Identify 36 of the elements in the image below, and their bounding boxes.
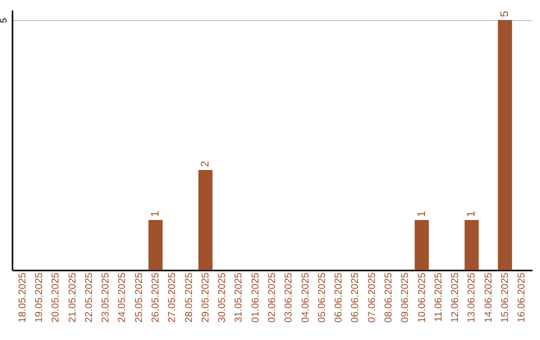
x-tick-label: 06.06.2025	[334, 272, 345, 323]
x-tick-label: 01.06.2025	[250, 272, 262, 323]
x-tick-label: 11.06.2025	[433, 272, 444, 322]
x-tick-label: 05.06.2025	[316, 272, 328, 323]
x-tick-label: 06.06.2025	[350, 272, 362, 323]
x-tick-label: 31.05.2025	[234, 272, 245, 323]
x-tick-label: 30.05.2025	[217, 272, 228, 323]
x-tick-label: 16.06.2025	[516, 272, 528, 323]
x-tick-label: 22.05.2025	[84, 272, 95, 323]
x-tick-label: 10.06.2025	[416, 272, 428, 323]
x-tick-label: 28.05.2025	[184, 272, 195, 323]
x-tick-label: 18.05.2025	[17, 272, 28, 323]
x-tick-label: 29.05.2025	[200, 272, 212, 323]
x-tick-label: 09.06.2025	[400, 272, 412, 323]
x-tick-label: 25.05.2025	[134, 272, 145, 323]
x-tick-label: 19.05.2025	[34, 272, 46, 323]
data-label: 1	[466, 210, 478, 217]
data-label: 2	[199, 160, 212, 167]
x-tick-label: 03.06.2025	[284, 272, 295, 323]
x-tick-label: 24.05.2025	[117, 272, 128, 323]
x-tick-label: 02.06.2025	[267, 272, 278, 323]
x-tick-label: 04.06.2025	[300, 272, 312, 323]
x-tick-label: 07.06.2025	[366, 272, 378, 323]
x-tick-label: 15.06.2025	[500, 272, 511, 323]
x-tick-label: 21.05.2025	[67, 272, 78, 323]
x-tick-label: 12.06.2025	[450, 272, 462, 323]
x-tick-label: 27.05.2025	[167, 272, 178, 323]
x-tick-label: 08.06.2025	[383, 272, 394, 323]
data-label: 1	[150, 210, 162, 217]
x-tick-label: 26.05.2025	[150, 272, 162, 323]
x-tick-label: 23.05.2025	[100, 272, 112, 323]
data-label: 1	[416, 210, 428, 217]
x-tick-label: 20.05.2025	[50, 272, 62, 323]
x-tick-label: 14.06.2025	[483, 272, 494, 323]
x-tick-label: 13.06.2025	[466, 272, 478, 323]
data-label: 5	[498, 10, 511, 17]
